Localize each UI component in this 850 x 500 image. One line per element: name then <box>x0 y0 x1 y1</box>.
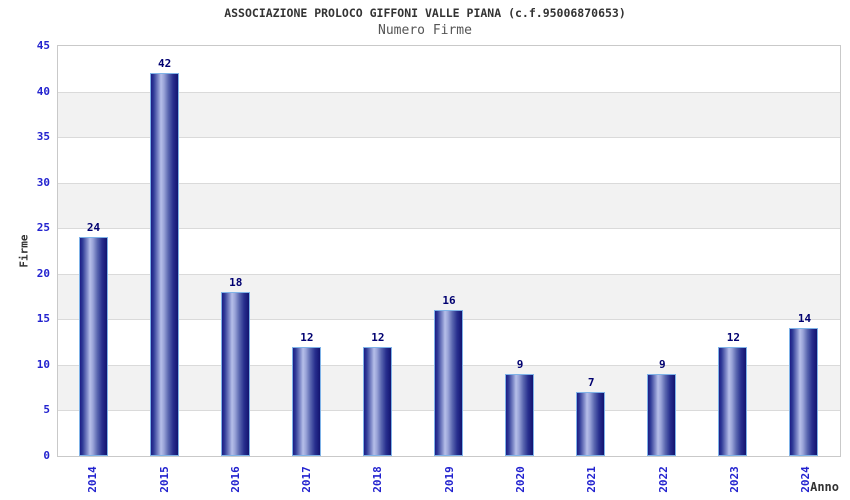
plot-area: 24 42 18 12 12 16 9 7 9 12 14 <box>57 45 841 457</box>
bar-2016 <box>220 292 250 456</box>
x-tick-2023: 2023 <box>698 461 769 498</box>
bar-slot-2015: 42 <box>129 46 200 456</box>
x-tick-2014: 2014 <box>57 461 128 498</box>
y-tick-45: 45 <box>36 39 50 52</box>
bar-value-label: 12 <box>300 330 314 344</box>
y-tick-35: 35 <box>36 130 50 144</box>
bar-slot-2019: 16 <box>413 46 484 456</box>
bar-slot-2022: 9 <box>627 46 698 456</box>
grid-band <box>58 182 840 229</box>
chart-title: ASSOCIAZIONE PROLOCO GIFFONI VALLE PIANA… <box>224 6 626 20</box>
x-tick-2017: 2017 <box>271 461 342 498</box>
bar-2019 <box>434 310 464 456</box>
bar-value-label: 9 <box>516 358 524 371</box>
bar-2020 <box>505 374 535 456</box>
bar-slot-2018: 12 <box>342 46 413 456</box>
bar-2014 <box>78 237 108 456</box>
y-tick-5: 5 <box>43 403 50 417</box>
bar-value-label: 7 <box>587 376 595 390</box>
x-tick-2020: 2020 <box>485 461 556 498</box>
bar-value-label: 12 <box>371 330 385 344</box>
y-tick-40: 40 <box>36 84 50 98</box>
bar-slot-2020: 9 <box>485 46 556 456</box>
bar-value-label: 9 <box>658 358 666 371</box>
bar-slot-2016: 18 <box>200 46 271 456</box>
bar-value-label: 12 <box>726 330 741 344</box>
x-tick-2016: 2016 <box>200 461 271 498</box>
chart-subtitle: Numero Firme <box>378 23 472 38</box>
y-tick-15: 15 <box>36 312 50 326</box>
x-tick-label: 2016 <box>228 466 242 493</box>
x-tick-label: 2015 <box>157 466 171 493</box>
bar-2017 <box>291 346 321 456</box>
grid-band <box>58 228 840 274</box>
bar-2015 <box>149 73 179 456</box>
y-axis-label: Firme <box>17 234 31 268</box>
bar-slot-2023: 12 <box>698 46 769 456</box>
x-tick-2022: 2022 <box>627 461 698 498</box>
bar-2023 <box>718 346 748 456</box>
x-tick-label: 2017 <box>299 466 313 493</box>
bar-2018 <box>362 346 392 456</box>
bar-2021 <box>576 392 606 456</box>
bar-value-label: 24 <box>86 221 101 235</box>
bar-value-label: 14 <box>797 312 812 326</box>
x-tick-label: 2022 <box>656 466 670 493</box>
bar-slot-2024: 14 <box>769 46 840 456</box>
x-axis-ticks: 2014 2015 2016 2017 2018 2019 2020 2021 2022 2023… <box>57 461 841 498</box>
x-tick-label: 2019 <box>442 466 456 493</box>
y-tick-25: 25 <box>36 221 50 235</box>
bar-2022 <box>647 374 677 456</box>
grid-band <box>58 137 840 183</box>
x-tick-label: 2023 <box>727 466 741 493</box>
bar-slot-2014: 24 <box>58 46 129 456</box>
x-tick-label: 2021 <box>584 466 598 493</box>
grid-band <box>58 91 840 138</box>
y-tick-20: 20 <box>36 266 50 280</box>
y-tick-10: 10 <box>36 357 50 371</box>
x-axis-label: Anno <box>810 480 839 494</box>
x-tick-label: 2020 <box>513 466 527 493</box>
x-tick-label: 2014 <box>86 466 100 493</box>
bar-slot-2021: 7 <box>556 46 627 456</box>
bar-value-label: 18 <box>229 276 243 289</box>
x-tick-2019: 2019 <box>413 461 484 498</box>
x-tick-2015: 2015 <box>128 461 199 498</box>
bar-2024 <box>789 328 819 456</box>
y-tick-0: 0 <box>43 449 50 462</box>
y-tick-30: 30 <box>36 175 50 189</box>
x-tick-2018: 2018 <box>342 461 413 498</box>
bar-series: 24 42 18 12 12 16 9 7 9 12 14 <box>58 46 840 456</box>
x-tick-label: 2018 <box>371 466 385 493</box>
x-tick-2021: 2021 <box>556 461 627 498</box>
bar-value-label: 42 <box>158 57 172 71</box>
bar-value-label: 16 <box>442 294 456 308</box>
bar-slot-2017: 12 <box>271 46 342 456</box>
